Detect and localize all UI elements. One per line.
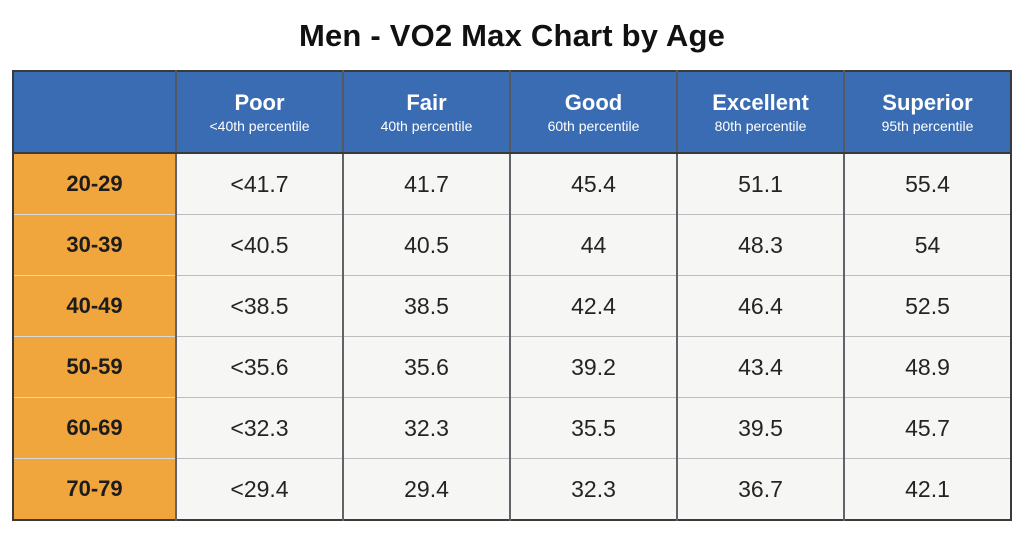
- table-row: 70-79 <29.4 29.4 32.3 36.7 42.1: [13, 458, 1011, 520]
- value-cell: 39.2: [509, 336, 677, 398]
- value-cell: 45.4: [509, 153, 677, 215]
- value-cell: 48.3: [676, 214, 844, 276]
- column-header-sublabel: 80th percentile: [714, 118, 807, 135]
- table-row: 20-29 <41.7 41.7 45.4 51.1 55.4: [13, 153, 1011, 215]
- table-row: 30-39 <40.5 40.5 44 48.3 54: [13, 214, 1011, 276]
- column-header-label: Good: [564, 89, 623, 115]
- column-header-label: Poor: [234, 89, 285, 115]
- table-row: 60-69 <32.3 32.3 35.5 39.5 45.7: [13, 397, 1011, 459]
- value-cell: 55.4: [843, 153, 1011, 215]
- value-cell: 54: [843, 214, 1011, 276]
- column-header-excellent: Excellent 80th percentile: [676, 71, 844, 154]
- value-cell: 52.5: [843, 275, 1011, 337]
- value-cell: 44: [509, 214, 677, 276]
- value-cell: <35.6: [175, 336, 343, 398]
- age-cell: 60-69: [13, 397, 176, 459]
- column-header-poor: Poor <40th percentile: [175, 71, 343, 154]
- value-cell: <40.5: [175, 214, 343, 276]
- value-cell: 39.5: [676, 397, 844, 459]
- age-cell: 70-79: [13, 458, 176, 520]
- value-cell: 51.1: [676, 153, 844, 215]
- value-cell: <38.5: [175, 275, 343, 337]
- column-header-label: Fair: [406, 89, 447, 115]
- value-cell: 48.9: [843, 336, 1011, 398]
- value-cell: 36.7: [676, 458, 844, 520]
- column-header-superior: Superior 95th percentile: [843, 71, 1011, 154]
- age-cell: 20-29: [13, 153, 176, 215]
- column-header-sublabel: 60th percentile: [547, 118, 640, 135]
- column-header-label: Excellent: [712, 89, 809, 115]
- column-header-sublabel: 95th percentile: [881, 118, 974, 135]
- value-cell: 35.6: [342, 336, 510, 398]
- table-row: 50-59 <35.6 35.6 39.2 43.4 48.9: [13, 336, 1011, 398]
- column-header-fair: Fair 40th percentile: [342, 71, 510, 154]
- value-cell: 35.5: [509, 397, 677, 459]
- column-header-label: Superior: [882, 89, 973, 115]
- page-title: Men - VO2 Max Chart by Age: [298, 18, 726, 53]
- value-cell: <41.7: [175, 153, 343, 215]
- value-cell: 29.4: [342, 458, 510, 520]
- value-cell: 42.1: [843, 458, 1011, 520]
- value-cell: <29.4: [175, 458, 343, 520]
- value-cell: 41.7: [342, 153, 510, 215]
- value-cell: 43.4: [676, 336, 844, 398]
- age-cell: 40-49: [13, 275, 176, 337]
- value-cell: 40.5: [342, 214, 510, 276]
- value-cell: 46.4: [676, 275, 844, 337]
- value-cell: 32.3: [342, 397, 510, 459]
- vo2-max-table: Poor <40th percentile Fair 40th percenti…: [12, 70, 1012, 521]
- corner-header-cell: [13, 71, 176, 154]
- column-header-good: Good 60th percentile: [509, 71, 677, 154]
- age-cell: 50-59: [13, 336, 176, 398]
- table-header-row: Poor <40th percentile Fair 40th percenti…: [13, 71, 1011, 154]
- column-header-sublabel: <40th percentile: [209, 118, 310, 135]
- age-cell: 30-39: [13, 214, 176, 276]
- value-cell: 42.4: [509, 275, 677, 337]
- table-row: 40-49 <38.5 38.5 42.4 46.4 52.5: [13, 275, 1011, 337]
- value-cell: 32.3: [509, 458, 677, 520]
- value-cell: 45.7: [843, 397, 1011, 459]
- value-cell: <32.3: [175, 397, 343, 459]
- column-header-sublabel: 40th percentile: [380, 118, 473, 135]
- value-cell: 38.5: [342, 275, 510, 337]
